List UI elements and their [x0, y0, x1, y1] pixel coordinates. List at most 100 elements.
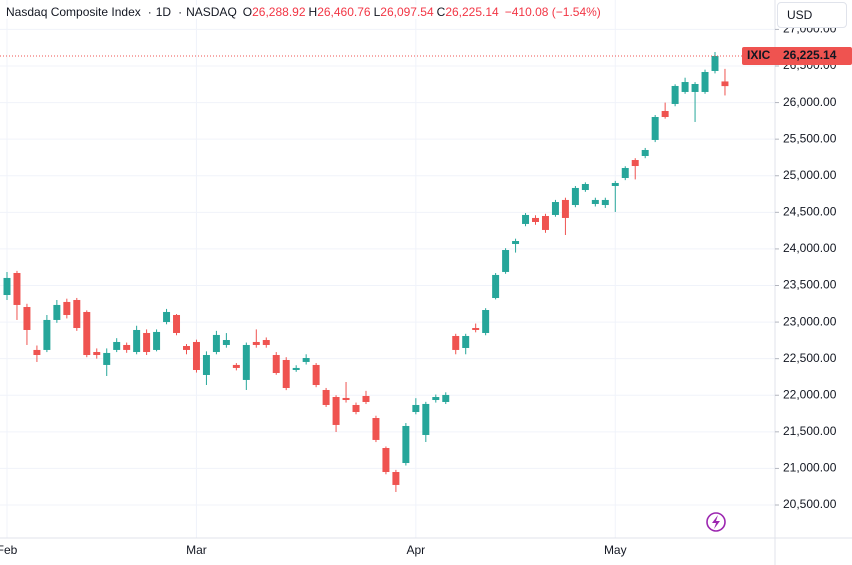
candle-body — [482, 310, 490, 333]
high-label: H — [308, 5, 318, 19]
candle-body — [402, 425, 410, 464]
candle-body — [691, 83, 699, 92]
candles — [3, 52, 729, 492]
candle-body — [153, 331, 161, 350]
candle-body — [43, 319, 51, 350]
candle-body — [551, 202, 559, 215]
high-value: 26,460.76 — [317, 5, 371, 19]
candle-body — [532, 217, 539, 222]
candle-body — [252, 341, 260, 345]
price-tag-value: 26,225.14 — [783, 48, 837, 62]
candle-body — [3, 277, 11, 296]
y-tick-label: 22,000.00 — [783, 387, 837, 401]
x-tick-label: May — [604, 543, 627, 557]
candle-body — [212, 334, 220, 353]
candle-body — [63, 301, 71, 315]
candle-body — [382, 448, 390, 473]
candle-body — [322, 389, 330, 405]
candle-body — [651, 116, 659, 140]
candle-body — [93, 352, 101, 356]
candle-body — [721, 81, 729, 87]
candle-body — [222, 340, 230, 345]
exchange: NASDAQ — [186, 5, 237, 19]
low-label: L — [373, 5, 381, 19]
low-value: 26,097.54 — [380, 5, 434, 19]
candle-body — [272, 355, 280, 374]
y-tick-label: 23,000.00 — [783, 314, 837, 328]
candle-body — [512, 241, 520, 245]
x-tick-label: Mar — [186, 543, 207, 557]
y-tick-label: 25,000.00 — [783, 168, 837, 182]
candle-body — [103, 352, 111, 365]
candle-body — [432, 397, 440, 401]
y-tick-label: 25,500.00 — [783, 131, 837, 145]
candle-body — [332, 397, 340, 425]
candle-body — [422, 403, 430, 435]
candle-body — [83, 311, 91, 356]
candle-body — [282, 359, 290, 389]
candle-body — [571, 187, 579, 206]
candle-body — [352, 404, 360, 413]
y-tick-label: 24,000.00 — [783, 241, 837, 255]
candle-body — [292, 367, 300, 371]
candle-body — [163, 311, 171, 323]
y-tick-label: 22,500.00 — [783, 351, 837, 365]
candle-body — [53, 304, 61, 320]
candle-body — [342, 397, 350, 401]
symbol-name: Nasdaq Composite Index — [6, 5, 141, 19]
close-value: 26,225.14 — [445, 5, 499, 19]
candle-body — [73, 299, 81, 329]
candle-body — [123, 344, 131, 350]
candle-body — [183, 346, 190, 350]
currency-button[interactable]: USD — [777, 2, 847, 28]
candle-body — [671, 85, 679, 104]
candle-body — [641, 149, 649, 156]
candle-body — [372, 418, 380, 440]
candle-body — [412, 404, 420, 413]
candle-body — [242, 344, 250, 380]
candle-body — [392, 472, 400, 485]
open-label: O — [242, 5, 253, 19]
lightning-icon[interactable] — [706, 512, 726, 532]
candle-body — [143, 332, 151, 353]
candle-body — [561, 199, 569, 218]
candle-body — [492, 274, 500, 299]
candle-body — [472, 328, 480, 330]
candle-body — [442, 394, 450, 402]
candle-body — [631, 160, 639, 167]
candle-body — [262, 340, 270, 345]
candle-body — [591, 199, 599, 204]
candle-body — [601, 199, 609, 206]
candle-body — [711, 55, 719, 71]
candle-body — [232, 364, 240, 368]
candle-body — [113, 341, 121, 350]
y-tick-label: 21,000.00 — [783, 461, 837, 475]
candle-body — [33, 349, 41, 356]
candle-body — [522, 214, 530, 224]
y-tick-label: 26,000.00 — [783, 95, 837, 109]
legend-header: Nasdaq Composite Index · 1D · NASDAQ O 26,2… — [6, 5, 604, 19]
candle-body — [581, 184, 589, 191]
grid — [0, 0, 775, 538]
x-tick-label: Apr — [407, 543, 426, 557]
candle-body — [133, 329, 141, 353]
candle-body — [202, 355, 210, 375]
interval: 1D — [155, 5, 172, 19]
x-tick-label: Feb — [0, 543, 18, 557]
candle-body — [462, 335, 470, 348]
candle-body — [611, 182, 619, 186]
price-tag — [742, 46, 852, 65]
candle-body — [23, 307, 31, 330]
candle-body — [362, 395, 370, 402]
y-tick-label: 21,500.00 — [783, 424, 837, 438]
candle-body — [173, 314, 181, 333]
candle-body — [661, 110, 669, 117]
close-label: C — [436, 5, 446, 19]
y-tick-label: 23,500.00 — [783, 278, 837, 292]
candle-body — [13, 272, 21, 305]
candle-body — [302, 358, 310, 362]
y-tick-label: 20,500.00 — [783, 497, 837, 511]
candle-body — [502, 250, 510, 272]
